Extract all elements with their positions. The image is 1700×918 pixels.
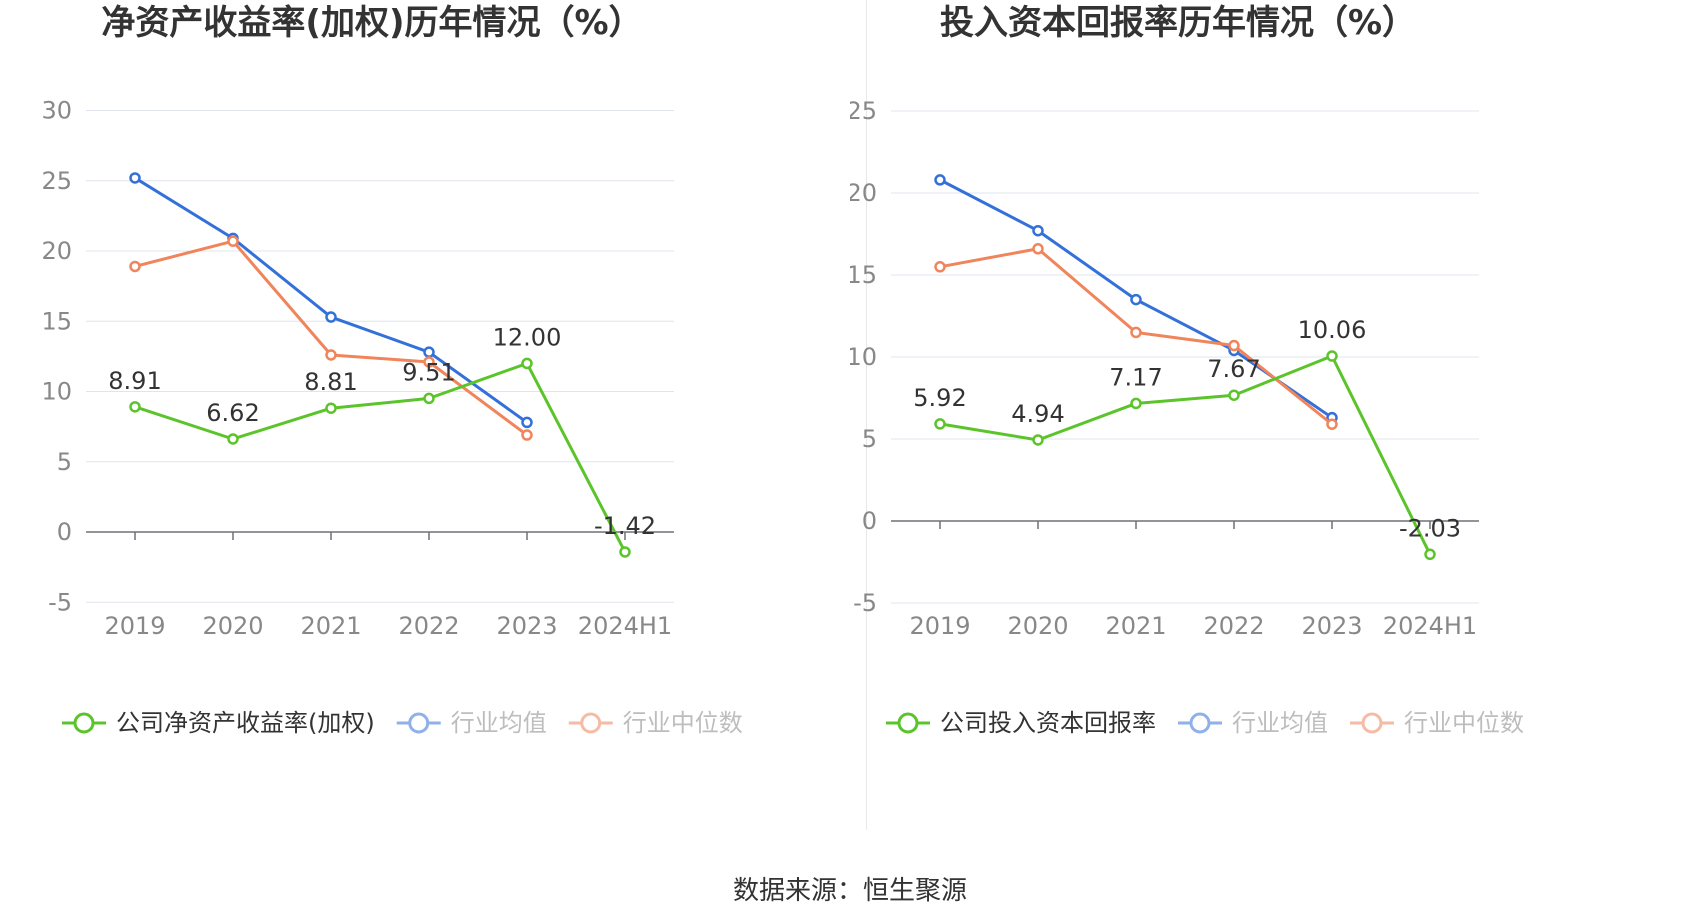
- panel-divider: [866, 0, 867, 830]
- x-tick-label: 2024H1: [578, 612, 672, 640]
- data-point-company[interactable]: [619, 546, 631, 558]
- legend-label: 行业均值: [451, 709, 547, 737]
- data-label: -2.03: [1399, 514, 1461, 542]
- data-point-median[interactable]: [1228, 339, 1240, 352]
- legend-label: 公司投入资本回报率: [940, 709, 1156, 737]
- y-tick-label: 25: [41, 167, 72, 195]
- legend-item-median[interactable]: 行业中位数: [568, 709, 743, 737]
- x-tick-label: 2020: [202, 612, 263, 640]
- legend-item-company[interactable]: 公司投入资本回报率: [886, 709, 1156, 737]
- data-label: 8.91: [108, 367, 161, 395]
- roe-chart-panel: 净资产收益率(加权)历年情况（%） -5 0 5 10 15 20 25 30 2019 2020 2…: [0, 0, 850, 830]
- series-line-company: [134, 361, 627, 553]
- y-tick-label: 25: [850, 97, 877, 125]
- legend-marker-icon: [1361, 712, 1383, 734]
- data-point-company[interactable]: [325, 402, 337, 414]
- data-point-average[interactable]: [423, 346, 435, 358]
- x-tick-label: 2023: [496, 612, 557, 640]
- y-tick-label: -5: [48, 588, 72, 616]
- data-point-median[interactable]: [325, 349, 337, 361]
- y-tick-label: 20: [41, 237, 72, 265]
- x-tick-label: 2024H1: [1383, 612, 1477, 640]
- y-tick-label: 5: [57, 448, 72, 476]
- roic-line-chart: 投入资本回报率历年情况（%） -5 0 5 10 15 20 25 2019 2020 2021 20…: [850, 3, 1524, 737]
- data-label: 12.00: [493, 323, 562, 351]
- x-tick-label: 2019: [909, 612, 970, 640]
- y-tick-label: 5: [862, 425, 877, 453]
- data-point-company[interactable]: [1032, 434, 1044, 446]
- x-tick-label: 2023: [1301, 612, 1362, 640]
- y-tick-label: 15: [850, 261, 877, 289]
- legend-marker-icon: [580, 712, 602, 734]
- data-point-company[interactable]: [423, 392, 435, 405]
- x-tick-label: 2021: [1105, 612, 1166, 640]
- y-tick-label: 0: [862, 507, 877, 535]
- x-tick-label: 2022: [398, 612, 459, 640]
- data-point-median[interactable]: [423, 356, 435, 368]
- x-tick-label: 2019: [104, 612, 165, 640]
- chart-title: 投入资本回报率历年情况（%）: [940, 3, 1416, 43]
- roe-line-chart: 净资产收益率(加权)历年情况（%） -5 0 5 10 15 20 25 30 2019 2020 2…: [41, 3, 743, 737]
- data-label: 9.51: [402, 358, 455, 386]
- y-tick-label: 10: [41, 378, 72, 406]
- series-line-company: [939, 354, 1432, 555]
- y-tick-label: 20: [850, 179, 877, 207]
- legend-item-median[interactable]: 行业中位数: [1350, 709, 1524, 737]
- legend-label: 行业中位数: [1404, 709, 1524, 737]
- data-point-company[interactable]: [934, 418, 946, 430]
- legend-label: 公司净资产收益率(加权): [116, 709, 375, 737]
- data-point-average[interactable]: [325, 311, 337, 323]
- data-point-average[interactable]: [521, 416, 533, 429]
- data-label: 7.17: [1109, 363, 1162, 391]
- legend-marker-icon: [408, 712, 430, 734]
- chart-title: 净资产收益率(加权)历年情况（%）: [101, 3, 642, 43]
- data-point-company[interactable]: [1326, 350, 1338, 362]
- data-label: 10.06: [1298, 316, 1367, 344]
- data-point-median[interactable]: [227, 235, 239, 247]
- data-label: -1.42: [594, 512, 656, 540]
- data-point-median[interactable]: [1326, 418, 1338, 430]
- y-tick-label: 15: [41, 307, 72, 335]
- data-point-median[interactable]: [521, 429, 533, 441]
- data-point-company[interactable]: [521, 357, 533, 370]
- roic-chart-panel: 投入资本回报率历年情况（%） -5 0 5 10 15 20 25 2019 2020 2021 20…: [850, 0, 1700, 830]
- legend-item-average[interactable]: 行业均值: [1178, 709, 1328, 737]
- legend-marker-icon: [1189, 712, 1211, 734]
- data-label: 7.67: [1207, 355, 1260, 383]
- data-point-company[interactable]: [1130, 397, 1142, 410]
- x-tick-label: 2020: [1007, 612, 1068, 640]
- data-point-average[interactable]: [129, 172, 141, 184]
- data-point-median[interactable]: [1130, 326, 1142, 339]
- data-point-company[interactable]: [129, 401, 141, 413]
- data-label: 6.62: [206, 399, 259, 427]
- data-label: 4.94: [1011, 400, 1064, 428]
- y-tick-label: 30: [41, 97, 72, 125]
- legend-item-average[interactable]: 行业均值: [396, 709, 547, 737]
- data-point-company[interactable]: [227, 433, 239, 445]
- data-point-median[interactable]: [934, 261, 946, 273]
- data-label: 5.92: [913, 384, 966, 412]
- data-point-median[interactable]: [1032, 243, 1044, 255]
- legend-item-company[interactable]: 公司净资产收益率(加权): [62, 709, 375, 737]
- data-point-average[interactable]: [1130, 293, 1142, 306]
- legend-marker-icon: [897, 712, 919, 734]
- data-point-average[interactable]: [1032, 224, 1044, 237]
- data-point-median[interactable]: [129, 260, 141, 273]
- data-point-average[interactable]: [934, 174, 946, 186]
- legend-label: 行业均值: [1232, 709, 1328, 737]
- data-point-company[interactable]: [1424, 548, 1436, 561]
- y-tick-label: 0: [57, 518, 72, 546]
- x-tick-label: 2022: [1203, 612, 1264, 640]
- data-point-company[interactable]: [1228, 389, 1240, 401]
- y-tick-label: 10: [850, 343, 877, 371]
- y-tick-label: -5: [853, 589, 877, 617]
- data-label: 8.81: [304, 368, 357, 396]
- legend-marker-icon: [73, 712, 95, 734]
- legend-label: 行业中位数: [623, 709, 743, 737]
- data-source-note: 数据来源：恒生聚源: [732, 876, 967, 906]
- x-tick-label: 2021: [300, 612, 361, 640]
